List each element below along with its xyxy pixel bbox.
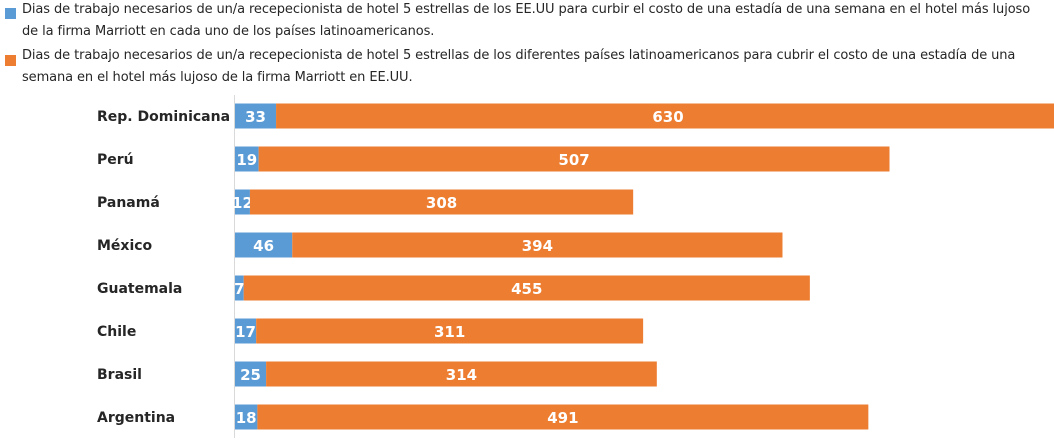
value-label-usa-guatemala: 7 [234,280,244,298]
value-label-latam-rep-dominicana: 630 [652,108,683,126]
value-label-latam-panama: 308 [426,194,457,212]
value-label-usa-argentina: 18 [236,409,257,427]
bar-usa-argentina [235,404,258,430]
legend-swatch-orange [5,55,16,66]
category-label-argentina: Argentina [97,410,175,426]
value-label-usa-mexico: 46 [253,237,274,255]
legend-swatch-blue [5,8,16,19]
legend-label-usa-receptionist: Dias de trabajo necesarios de un/a recep… [22,2,1031,39]
bar-latam-rep-dominicana [276,103,1054,129]
value-label-usa-chile: 17 [235,323,256,341]
category-label-guatemala: Guatemala [97,281,182,297]
bar-usa-mexico [235,232,293,258]
value-label-latam-peru: 507 [558,151,589,169]
bar-latam-argentina [257,404,869,430]
category-label-rep-dominicana: Rep. Dominicana [97,109,230,125]
category-label-mexico: México [97,238,153,254]
bar-latam-mexico [292,232,783,258]
bar-usa-panama [235,189,250,215]
value-label-latam-brasil: 314 [446,366,477,384]
bar-latam-chile [256,318,644,344]
bar-usa-rep-dominicana [235,103,277,129]
bar-usa-guatemala [235,275,244,301]
bar-latam-panama [249,189,634,215]
value-label-usa-panama: 12 [232,194,253,212]
value-label-usa-brasil: 25 [240,366,261,384]
value-label-latam-argentina: 491 [547,409,578,427]
bar-usa-peru [235,146,259,172]
value-label-latam-mexico: 394 [522,237,553,255]
legend-label-latam-receptionist: Dias de trabajo necesarios de un/a recep… [22,48,1016,85]
category-label-panama: Panamá [97,195,160,211]
value-label-latam-chile: 311 [434,323,465,341]
category-label-chile: Chile [97,324,136,340]
category-label-peru: Perú [97,152,134,168]
value-label-latam-guatemala: 455 [511,280,542,298]
value-label-usa-rep-dominicana: 33 [245,108,266,126]
bar-latam-peru [258,146,890,172]
bar-usa-brasil [235,361,267,387]
value-label-usa-peru: 19 [236,151,257,169]
bar-latam-guatemala [243,275,810,301]
category-label-brasil: Brasil [97,367,142,383]
bar-usa-chile [235,318,257,344]
bar-latam-brasil [266,361,657,387]
